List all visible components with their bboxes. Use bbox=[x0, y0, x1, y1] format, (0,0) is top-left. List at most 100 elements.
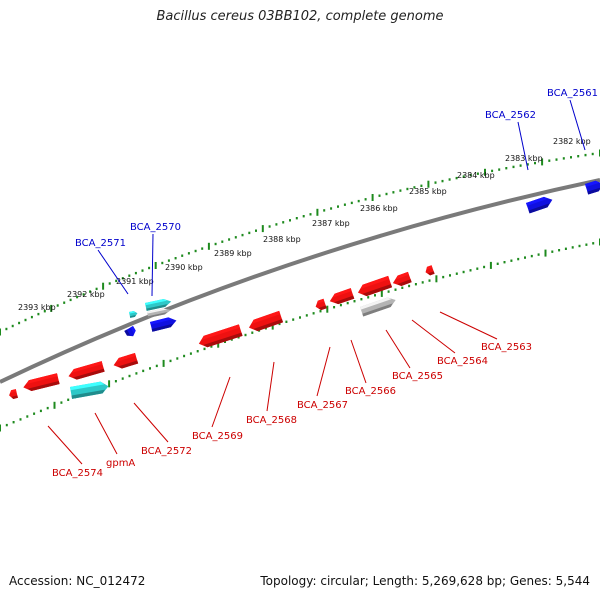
upper-track-major-tick bbox=[371, 194, 374, 201]
upper-track-dot bbox=[584, 153, 587, 157]
upper-track-dot bbox=[37, 312, 40, 316]
upper-track-dot bbox=[462, 175, 465, 178]
upper-track-dot bbox=[82, 293, 85, 296]
upper-track-dot bbox=[108, 282, 111, 285]
lower-track-dot bbox=[401, 286, 404, 289]
upper-track-dot bbox=[441, 179, 444, 183]
lower-track-dot bbox=[414, 283, 417, 286]
lower-track-dot bbox=[462, 270, 465, 274]
lower-track-dot bbox=[251, 331, 254, 334]
upper-track-dot bbox=[255, 229, 257, 232]
scale-label: 2389 kbp bbox=[214, 249, 252, 258]
rna-gene-arrow bbox=[70, 381, 109, 399]
scale-label: 2383 kbp bbox=[505, 154, 543, 163]
lower-track-dot bbox=[169, 359, 172, 363]
lower-track-dot bbox=[121, 377, 124, 380]
lower-track-dot bbox=[449, 274, 451, 277]
reverse-gene-arrow bbox=[315, 298, 327, 311]
upper-track-dot bbox=[275, 223, 278, 226]
reverse-gene-arrow bbox=[392, 271, 412, 286]
upper-track-dot bbox=[434, 181, 437, 184]
upper-track-major-tick bbox=[0, 328, 1, 336]
lower-track-major-tick bbox=[0, 424, 1, 432]
forward-label-leader bbox=[569, 99, 586, 151]
upper-track-dot bbox=[187, 252, 190, 255]
upper-track-dot bbox=[512, 165, 515, 169]
upper-track-major-tick bbox=[484, 168, 486, 176]
upper-track-dot bbox=[134, 271, 137, 275]
lower-track-dot bbox=[203, 347, 206, 351]
upper-track-dot bbox=[455, 176, 458, 180]
forward-gene-arrow bbox=[585, 180, 600, 195]
scale-label: 2382 kbp bbox=[553, 137, 591, 146]
lower-track-dot bbox=[19, 418, 22, 421]
reverse-gene-label: gpmA bbox=[106, 458, 135, 469]
lower-track-dot bbox=[558, 249, 561, 252]
upper-track-dot bbox=[562, 157, 565, 160]
reverse-label-leader bbox=[211, 376, 231, 428]
upper-track-dot bbox=[519, 164, 522, 167]
reverse-gene-label: BCA_2569 bbox=[192, 431, 243, 442]
upper-track-dot bbox=[498, 168, 501, 171]
upper-track-dot bbox=[214, 242, 217, 246]
scale-label: 2390 kbp bbox=[165, 263, 203, 272]
lower-track-dot bbox=[292, 318, 295, 321]
lower-track-dot bbox=[176, 357, 179, 360]
lower-track-dot bbox=[524, 256, 526, 259]
lower-track-dot bbox=[571, 246, 574, 249]
upper-track-dot bbox=[268, 225, 271, 228]
scale-label: 2393 kbp bbox=[18, 303, 56, 312]
reverse-gene-label: BCA_2567 bbox=[297, 400, 348, 411]
reverse-label-leader bbox=[385, 329, 411, 369]
lower-track-dot bbox=[319, 310, 322, 313]
lower-track-dot bbox=[442, 275, 445, 279]
reverse-label-leader bbox=[316, 346, 331, 397]
upper-track-major-tick bbox=[102, 282, 105, 290]
forward-gene-label: BCA_2570 bbox=[130, 222, 181, 233]
lower-track-dot bbox=[285, 320, 288, 323]
lower-track-major-tick bbox=[217, 340, 220, 348]
upper-track-dot bbox=[323, 209, 326, 212]
scale-labels: 2393 kbp 2392 kbp 2391 kbp 2390 kbp 2389 kbp… bbox=[18, 137, 591, 312]
upper-track-dot bbox=[5, 327, 8, 331]
upper-track-dot bbox=[555, 158, 558, 161]
lower-track-dot bbox=[483, 265, 486, 269]
forward-gene-arrow bbox=[150, 317, 177, 332]
lower-track-dot bbox=[224, 340, 226, 343]
upper-track-dot bbox=[63, 301, 66, 304]
reverse-label-leader bbox=[350, 339, 367, 384]
upper-track-dot bbox=[89, 290, 92, 293]
upper-track-dot bbox=[469, 173, 472, 177]
upper-track-dot bbox=[248, 231, 251, 235]
upper-track-dot bbox=[241, 233, 244, 237]
lower-track-dot bbox=[155, 364, 158, 368]
upper-track-dot bbox=[420, 184, 423, 187]
upper-track-dot bbox=[364, 198, 367, 201]
scale-label: 2385 kbp bbox=[409, 187, 447, 196]
lower-track-dot bbox=[128, 374, 131, 378]
upper-track-dot bbox=[350, 201, 353, 205]
upper-track-dot bbox=[357, 199, 360, 203]
upper-track-dot bbox=[343, 203, 346, 206]
reverse-gene-arrow bbox=[248, 310, 284, 332]
lower-track-major-tick bbox=[326, 305, 329, 313]
lower-track-dot bbox=[12, 421, 15, 424]
reverse-gene-arrow bbox=[68, 361, 105, 380]
forward-label-leader bbox=[151, 233, 154, 297]
lower-track-major-tick bbox=[489, 261, 492, 269]
upper-track-dot bbox=[174, 257, 177, 260]
lower-track-dot bbox=[503, 261, 506, 264]
lower-track-dot bbox=[517, 257, 520, 261]
forward-gene-label: BCA_2561 bbox=[547, 88, 598, 99]
reverse-gene-label: BCA_2572 bbox=[141, 446, 192, 457]
lower-track-dot bbox=[367, 296, 370, 299]
upper-track-major-tick bbox=[207, 242, 210, 250]
lower-track-dot bbox=[60, 401, 63, 404]
upper-track-dot bbox=[591, 152, 594, 156]
upper-track-dot bbox=[181, 254, 184, 257]
lower-track-dot bbox=[537, 253, 540, 256]
lower-track-dot bbox=[428, 279, 431, 282]
lower-track-dot bbox=[510, 259, 513, 262]
upper-track-dot bbox=[167, 259, 170, 262]
